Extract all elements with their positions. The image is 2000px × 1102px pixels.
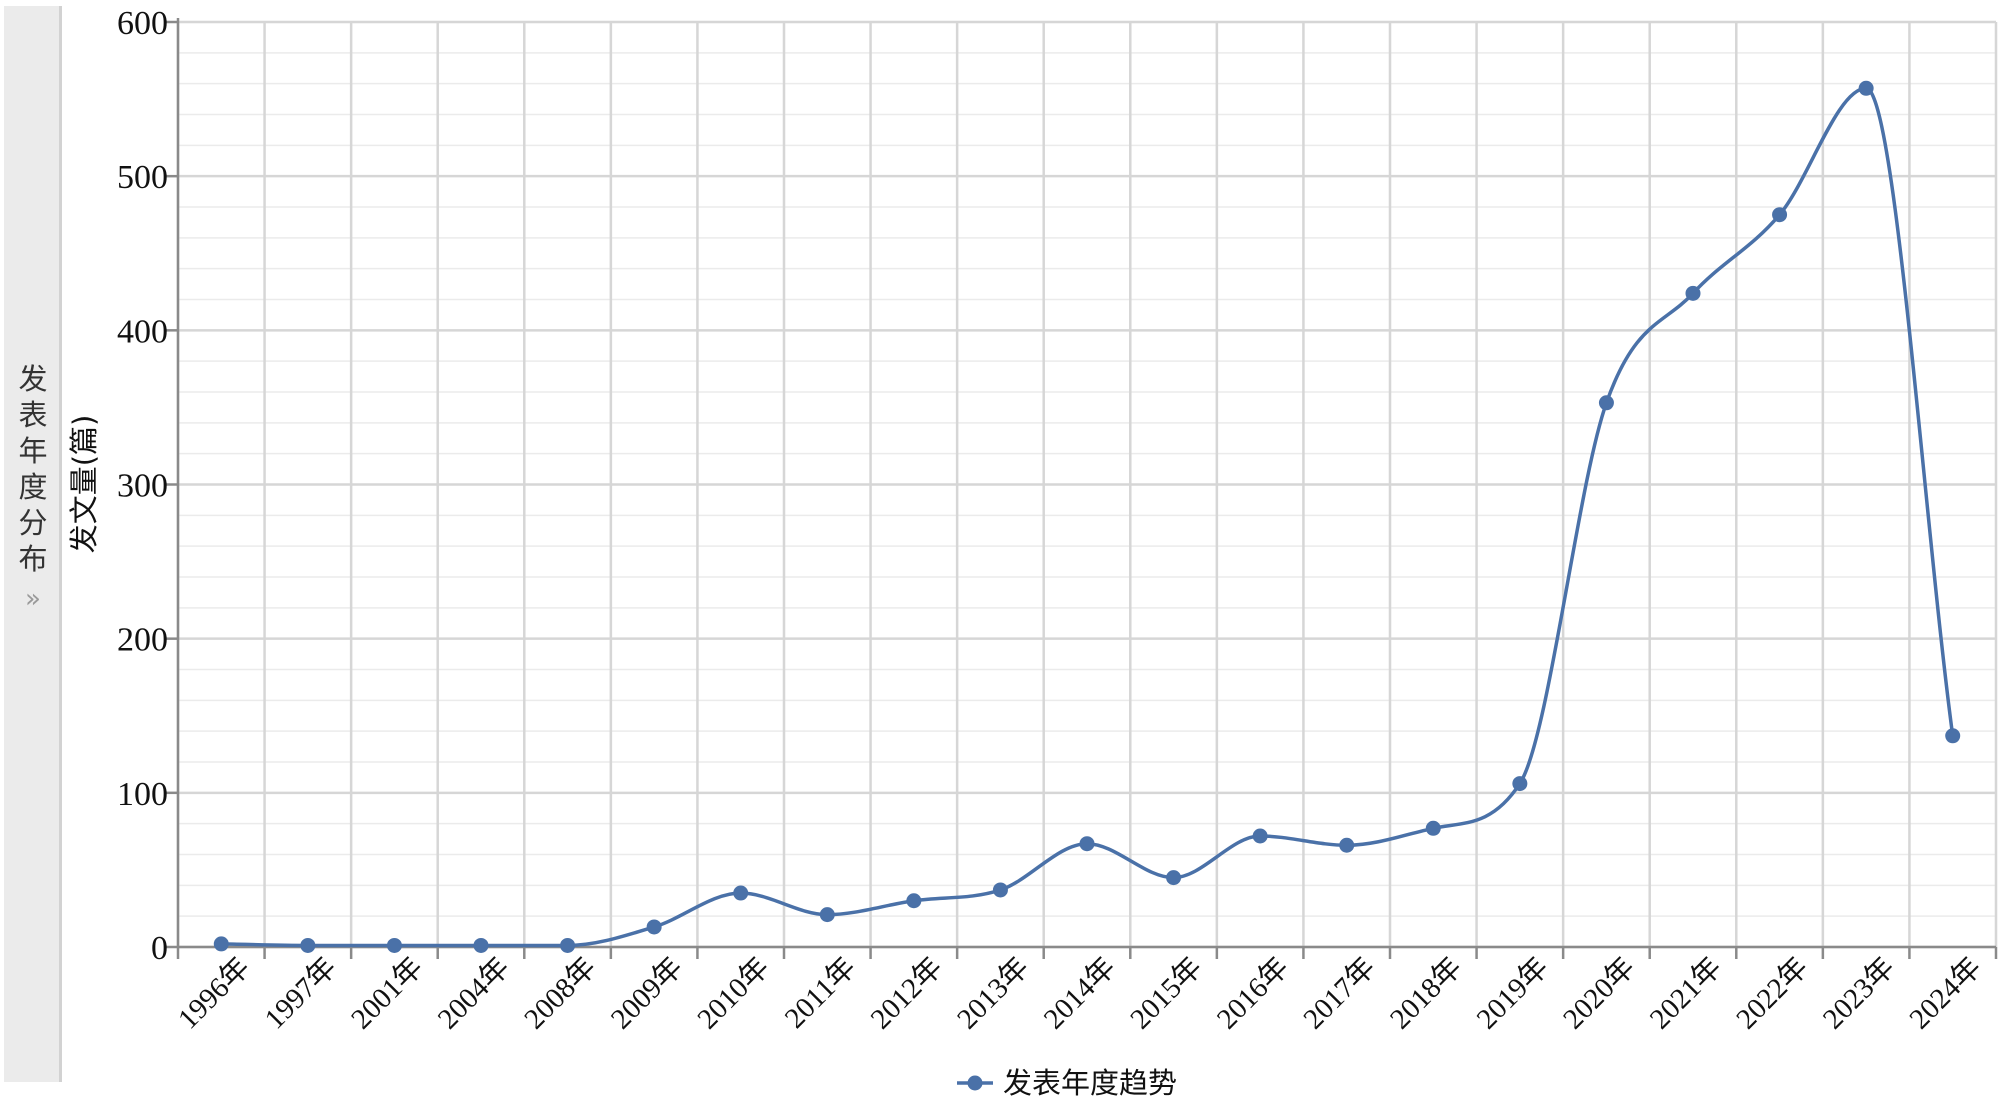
x-tick-label: 2019年	[1470, 951, 1555, 1036]
x-tick-label: 2013年	[951, 951, 1036, 1036]
data-point[interactable]	[1945, 728, 1961, 744]
x-tick-label: 1996年	[171, 951, 256, 1036]
y-tick-label: 200	[117, 622, 168, 659]
legend-marker[interactable]	[967, 1075, 983, 1091]
x-tick-label: 2018年	[1383, 951, 1468, 1036]
side-title-char: 度	[18, 470, 48, 504]
y-axis-title: 发文量(篇)	[67, 415, 101, 554]
data-point[interactable]	[819, 907, 835, 923]
x-tick-label: 1997年	[258, 951, 343, 1036]
data-point[interactable]	[560, 937, 576, 953]
x-tick-label: 2010年	[691, 951, 776, 1036]
x-tick-label: 2024年	[1903, 951, 1988, 1036]
side-title-char: 布	[18, 542, 48, 576]
y-tick-label: 400	[117, 313, 168, 350]
x-tick-label: 2017年	[1297, 951, 1382, 1036]
x-tick-label: 2016年	[1210, 951, 1295, 1036]
data-point[interactable]	[473, 937, 489, 953]
data-point[interactable]	[1166, 870, 1182, 886]
x-tick-label: 2009年	[604, 951, 689, 1036]
data-point[interactable]	[1425, 820, 1441, 836]
side-panel[interactable]: 发 表 年 度 分 布 »	[4, 6, 62, 1082]
data-point[interactable]	[733, 885, 749, 901]
x-tick-label: 2011年	[778, 951, 862, 1035]
expand-arrow-icon[interactable]: »	[25, 584, 41, 614]
x-tick-label: 2023年	[1816, 951, 1901, 1036]
data-point[interactable]	[1079, 836, 1095, 852]
data-point[interactable]	[646, 919, 662, 935]
y-tick-label: 300	[117, 468, 168, 505]
x-tick-label: 2022年	[1730, 951, 1815, 1036]
data-point[interactable]	[300, 937, 316, 953]
side-title-char: 年	[18, 434, 48, 468]
y-tick-label: 600	[117, 5, 168, 42]
x-tick-label: 2001年	[345, 951, 430, 1036]
data-point[interactable]	[992, 882, 1008, 898]
x-tick-label: 2021年	[1643, 951, 1728, 1036]
data-point[interactable]	[1512, 776, 1528, 792]
data-point[interactable]	[906, 893, 922, 909]
data-point[interactable]	[1598, 395, 1614, 411]
data-point[interactable]	[1339, 837, 1355, 853]
data-point[interactable]	[386, 937, 402, 953]
x-tick-label: 2015年	[1124, 951, 1209, 1036]
series-line	[221, 86, 1955, 948]
data-point[interactable]	[1772, 207, 1788, 223]
x-tick-label: 2004年	[431, 951, 516, 1036]
side-title-char: 发	[18, 362, 48, 396]
data-point[interactable]	[213, 936, 229, 952]
x-tick-label: 2020年	[1557, 951, 1642, 1036]
side-title-char: 分	[18, 506, 48, 540]
legend-label[interactable]: 发表年度趋势	[1003, 1066, 1177, 1100]
y-tick-label: 500	[117, 159, 168, 196]
x-tick-label: 2014年	[1037, 951, 1122, 1036]
data-point[interactable]	[1252, 828, 1268, 844]
x-tick-label: 2012年	[864, 951, 949, 1036]
data-point[interactable]	[1858, 80, 1874, 96]
side-title-char: 表	[18, 398, 48, 432]
data-point[interactable]	[1685, 285, 1701, 301]
x-tick-label: 2008年	[518, 951, 603, 1036]
side-panel-title: 发 表 年 度 分 布	[4, 361, 62, 577]
y-tick-label: 100	[117, 776, 168, 813]
y-tick-label: 0	[151, 930, 168, 967]
